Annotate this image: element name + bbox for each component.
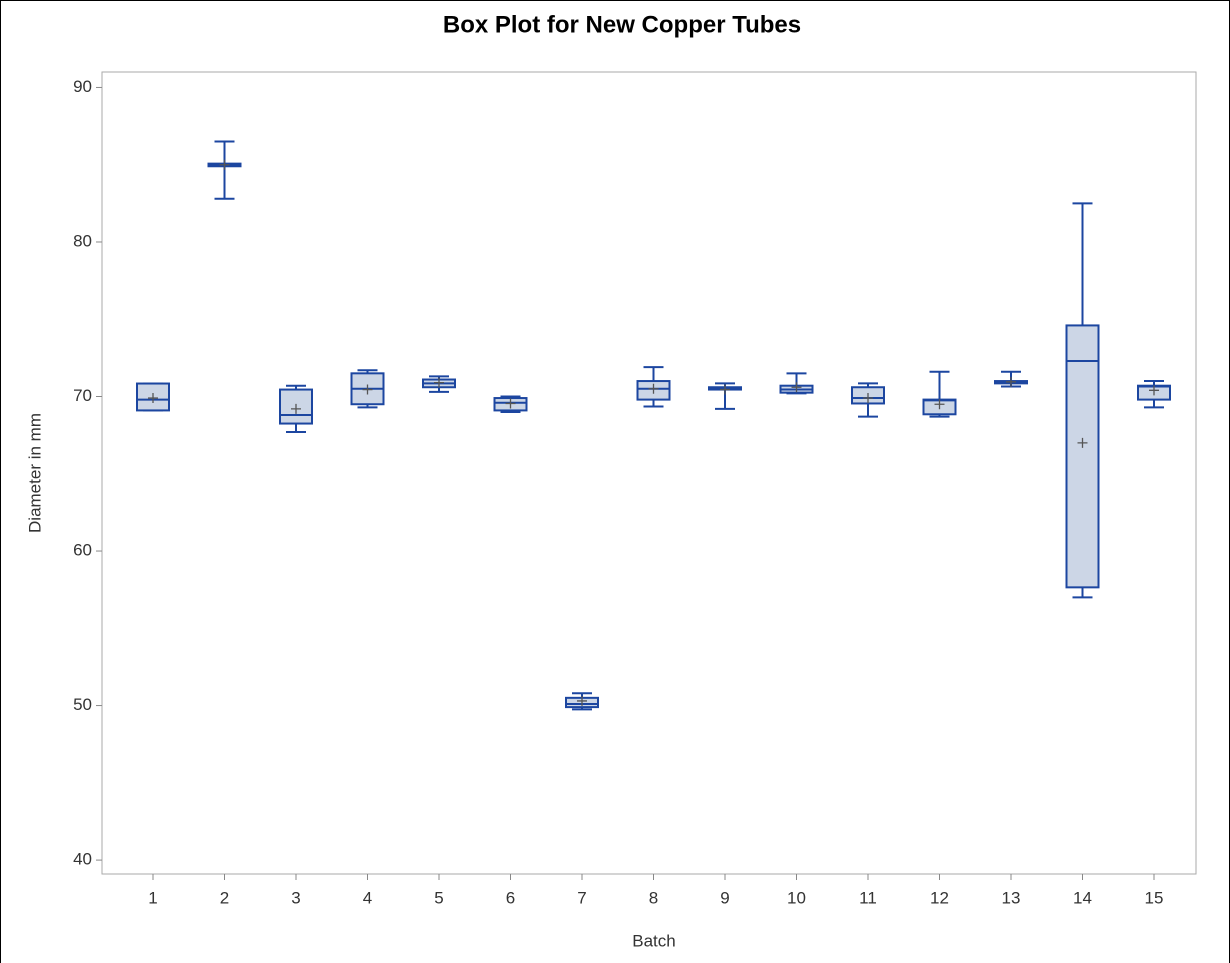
x-tick-label: 1 xyxy=(148,888,157,907)
x-tick-label: 12 xyxy=(930,888,949,907)
y-tick-label: 50 xyxy=(73,695,92,714)
x-tick-label: 15 xyxy=(1145,888,1164,907)
mean-marker xyxy=(863,393,873,404)
y-tick-label: 40 xyxy=(73,850,92,869)
x-tick-label: 9 xyxy=(720,888,729,907)
mean-marker xyxy=(1149,385,1159,396)
box xyxy=(1065,324,1100,589)
mean-marker xyxy=(291,403,301,414)
y-tick-label: 90 xyxy=(73,77,92,96)
mean-marker xyxy=(148,393,158,404)
x-tick-label: 11 xyxy=(859,888,877,907)
chart-title: Box Plot for New Copper Tubes xyxy=(443,11,801,38)
x-tick-label: 6 xyxy=(506,888,515,907)
mean-marker xyxy=(648,383,659,394)
mean-marker xyxy=(434,377,444,388)
y-tick-label: 60 xyxy=(73,541,92,560)
x-tick-label: 8 xyxy=(649,888,658,907)
plot-frame xyxy=(101,71,1197,875)
mean-marker xyxy=(1006,376,1016,387)
x-tick-label: 7 xyxy=(577,888,586,907)
x-tick-label: 5 xyxy=(434,888,443,907)
x-axis-label: Batch xyxy=(632,931,675,950)
mean-marker xyxy=(1077,437,1088,448)
x-tick-label: 4 xyxy=(363,888,372,907)
x-tick-label: 13 xyxy=(1002,888,1021,907)
y-tick-label: 80 xyxy=(73,231,92,250)
x-tick-label: 10 xyxy=(787,888,806,907)
y-axis-label: Diameter in mm xyxy=(25,413,44,533)
y-tick-label: 70 xyxy=(73,386,92,405)
mean-marker xyxy=(791,382,802,393)
mean-marker xyxy=(577,695,587,706)
x-tick-label: 14 xyxy=(1073,888,1092,907)
x-tick-label: 3 xyxy=(291,888,300,907)
x-tick-label: 2 xyxy=(220,888,229,907)
mean-marker xyxy=(720,384,730,395)
mean-marker xyxy=(505,398,516,409)
mean-marker xyxy=(934,399,945,410)
mean-marker xyxy=(219,159,230,170)
mean-marker xyxy=(362,384,373,395)
